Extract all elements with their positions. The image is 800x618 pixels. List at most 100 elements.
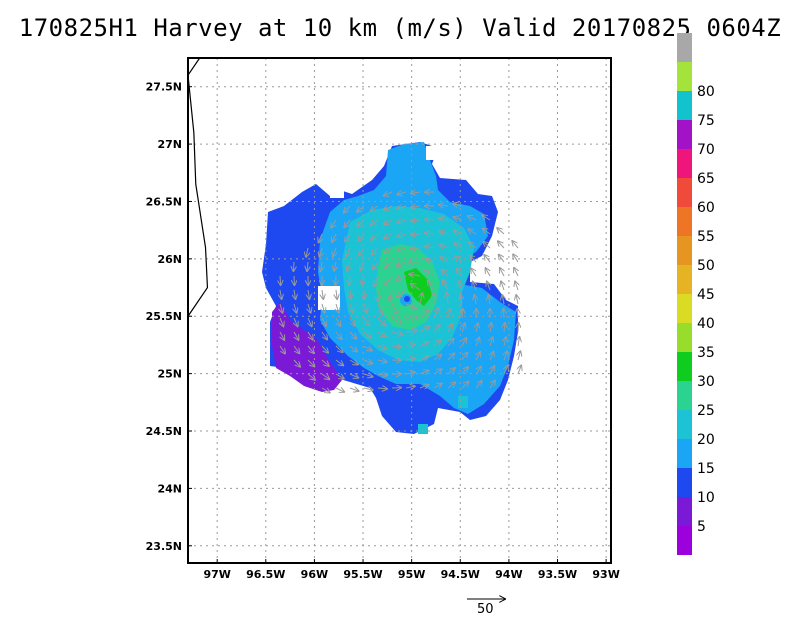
wind-patch xyxy=(418,424,428,434)
wind-vector xyxy=(411,220,421,221)
wind-vector xyxy=(307,261,308,271)
wind-vector xyxy=(397,248,407,251)
wind-patch xyxy=(458,396,468,408)
wind-vector xyxy=(419,371,428,374)
wind-vector xyxy=(363,388,373,390)
wind-vector xyxy=(384,234,393,238)
colorbar-swatch xyxy=(677,352,692,381)
wind-vector xyxy=(515,281,518,291)
wind-vector xyxy=(384,206,393,210)
y-tick-label: 24N xyxy=(157,482,182,495)
wind-vector xyxy=(279,345,285,353)
wind-vector xyxy=(347,261,350,271)
wind-vector xyxy=(476,352,480,361)
data-gap xyxy=(318,286,340,310)
wind-vector xyxy=(469,242,477,249)
wind-vector xyxy=(280,303,283,313)
wind-vector xyxy=(371,233,379,240)
wind-vector xyxy=(294,331,298,340)
y-tick-label: 27.5N xyxy=(146,81,182,94)
x-tick-label: 94W xyxy=(495,568,522,581)
wind-vector xyxy=(385,261,393,268)
wind-vector xyxy=(474,295,476,305)
wind-vector xyxy=(425,233,435,234)
wind-vector xyxy=(280,331,284,340)
wind-vector xyxy=(512,241,519,249)
wind-vector xyxy=(377,374,387,375)
wind-vector xyxy=(391,317,402,323)
colorbar-swatch xyxy=(677,410,692,439)
colorbar-swatch xyxy=(677,149,692,178)
plot-frame xyxy=(187,57,612,564)
wind-vector xyxy=(280,275,281,285)
wind-vector xyxy=(443,280,449,291)
wind-vector xyxy=(440,257,449,262)
colorbar-swatch xyxy=(677,526,692,555)
wind-vector xyxy=(335,331,342,339)
wind-vector xyxy=(321,345,328,353)
wind-vector xyxy=(370,205,379,211)
wind-vector xyxy=(371,219,379,225)
wind-vector xyxy=(439,218,449,220)
wind-vector xyxy=(336,317,340,326)
wind-vector xyxy=(499,255,505,263)
wind-vector xyxy=(513,254,519,263)
colorbar-label: 30 xyxy=(697,374,715,390)
wind-vector xyxy=(396,262,407,266)
wind-vector xyxy=(490,337,493,347)
colorbar-label: 15 xyxy=(697,461,715,477)
coastline xyxy=(188,58,209,317)
colorbar-label: 65 xyxy=(697,171,715,187)
y-tick-label: 25.5N xyxy=(146,310,182,323)
y-tick-label: 23.5N xyxy=(146,540,182,553)
wind-vector xyxy=(433,355,441,361)
wind-vector xyxy=(377,388,387,389)
wind-vector xyxy=(461,367,468,375)
wind-vector xyxy=(357,205,365,212)
wind-vector xyxy=(409,274,421,276)
wind-vector xyxy=(331,219,337,228)
wind-vector xyxy=(453,204,463,206)
wind-vector xyxy=(482,215,491,220)
wind-vector xyxy=(471,268,477,277)
wind-vector xyxy=(456,269,463,277)
x-tick-label: 94.5W xyxy=(441,568,480,581)
wind-vector xyxy=(397,206,407,209)
reference-vector: 50 xyxy=(467,599,505,617)
wind-vector xyxy=(475,367,481,375)
wind-vector xyxy=(433,340,441,347)
wind-vector xyxy=(358,233,365,241)
wind-vector xyxy=(497,228,505,235)
wind-vector xyxy=(391,332,403,335)
wind-vector xyxy=(374,275,378,286)
colorbar-swatch xyxy=(677,294,692,323)
wind-vector xyxy=(490,352,494,361)
wind-vector xyxy=(307,373,315,380)
wind-vector xyxy=(405,386,415,388)
wind-vector xyxy=(349,331,356,339)
wind-vector xyxy=(280,289,282,299)
wind-vector xyxy=(419,385,428,388)
wind-vector xyxy=(377,360,387,362)
wind-vector xyxy=(440,245,449,248)
wind-vector xyxy=(518,337,519,347)
wind-vector xyxy=(335,374,344,379)
wind-vector xyxy=(487,282,490,291)
colorbar-label: 50 xyxy=(697,258,715,274)
wind-vector xyxy=(504,351,507,361)
wind-vector xyxy=(293,359,300,367)
x-tick-label: 95.5W xyxy=(343,568,382,581)
wind-vector xyxy=(363,360,372,363)
y-tick-label: 25N xyxy=(157,368,182,381)
wind-vector xyxy=(293,261,294,271)
colorbar-label: 55 xyxy=(697,229,715,245)
wind-vector xyxy=(322,317,326,326)
wind-vector xyxy=(517,309,518,319)
lat-lon-grid xyxy=(188,58,611,563)
wind-vector xyxy=(344,205,351,213)
x-tick-label: 96.5W xyxy=(246,568,285,581)
wind-vector xyxy=(363,374,373,377)
wind-vector xyxy=(461,382,468,389)
wind-vector xyxy=(411,206,421,207)
